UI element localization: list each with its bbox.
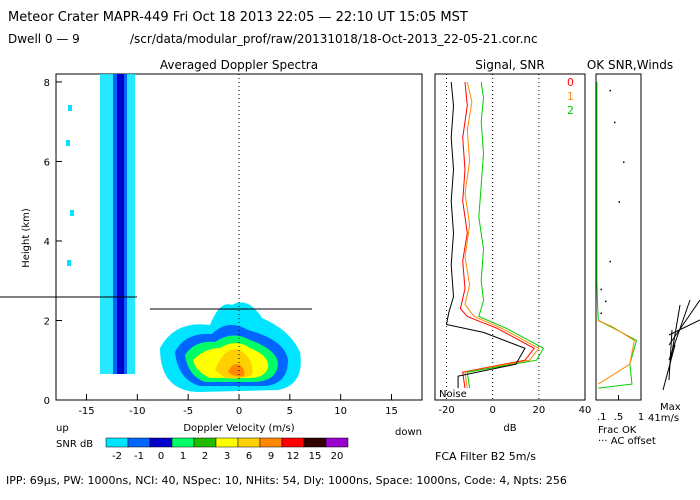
echo-layer-5 xyxy=(228,364,245,377)
snr-series-2 xyxy=(466,81,545,389)
spectra-xlabel: Doppler Velocity (m/s) xyxy=(183,423,294,434)
spectra-features xyxy=(66,74,301,392)
ac-offset-point xyxy=(623,161,625,163)
header-dwell: Dwell 0 — 9 xyxy=(8,32,80,46)
snr-tick-label: 0 xyxy=(490,405,496,416)
footer-params: IPP: 69μs, PW: 1000ns, NCI: 40, NSpec: 1… xyxy=(6,474,567,487)
colorbar-tick-label: -1 xyxy=(134,451,144,462)
x-tick-label: 15 xyxy=(385,406,398,417)
x-tick-label: 0 xyxy=(236,406,242,417)
colorbar-cell xyxy=(303,437,327,448)
ac-offset-point xyxy=(618,201,620,203)
colorbar-cell xyxy=(237,437,261,448)
y-tick-label: 6 xyxy=(44,157,50,168)
snr-title: Signal, SNR xyxy=(475,58,544,72)
snr-panel: Signal, SNR dB Noise 0 1 2 -20 0 20 40 xyxy=(434,58,591,434)
snr-ticks: -20 0 20 40 xyxy=(438,74,591,416)
ok-tick-label: .5 xyxy=(614,412,624,423)
ok-series xyxy=(596,82,638,389)
wind-max-label: 41m/s xyxy=(648,413,679,424)
colorbar-tick-label: 2 xyxy=(202,451,208,462)
colorbar-cell xyxy=(105,437,129,448)
ok-frame xyxy=(595,73,642,401)
ok-panel: OK SNR,Winds Frac OK ··· AC offset .1 .5… xyxy=(587,58,673,447)
wind-barb xyxy=(668,329,673,381)
snr-tick-label: 40 xyxy=(579,405,592,416)
ok-title: OK SNR,Winds xyxy=(587,58,673,72)
ok-series-1 xyxy=(597,320,635,385)
colorbar-tick-label: 20 xyxy=(331,451,344,462)
speck xyxy=(67,260,71,266)
fca-filter: FCA Filter B2 5m/s xyxy=(435,450,536,463)
y-tick-label: 2 xyxy=(44,316,50,327)
snr-tick-label: -20 xyxy=(438,405,454,416)
ok-ticks: .5 1 xyxy=(614,395,644,423)
noise-label: Noise xyxy=(439,389,467,400)
x-tick-label: 10 xyxy=(334,406,347,417)
colorbar-cell xyxy=(281,437,305,448)
spectra-down-label: down xyxy=(395,427,422,438)
colorbar-tick-label: 9 xyxy=(268,451,274,462)
speck xyxy=(70,210,74,216)
wind-barbs: Max 41m/s xyxy=(648,299,700,424)
spectra-panel: Averaged Doppler Spectra Height (km) Dop… xyxy=(0,58,423,438)
ac-offset-point xyxy=(600,312,602,315)
colorbar-cell xyxy=(149,437,173,448)
y-tick-label: 8 xyxy=(44,78,50,89)
wind-barb xyxy=(668,319,700,336)
x-tick-label: -10 xyxy=(129,406,145,417)
y-tick-label: 0 xyxy=(44,396,50,407)
colorbar-tick-label: 3 xyxy=(224,451,230,462)
ac-offset-point xyxy=(609,260,611,263)
spectra-up-label: up xyxy=(56,423,69,434)
speck xyxy=(68,105,72,111)
colorbar-tick-label: -2 xyxy=(112,451,122,462)
colorbar-cell xyxy=(325,437,349,448)
legend-0: 0 xyxy=(567,76,574,89)
wind-scale-label: Max xyxy=(660,402,681,413)
snr-frame xyxy=(434,73,586,401)
spectra-ticks: -15 -10 -5 0 5 10 15 0 2 4 6 8 xyxy=(44,78,398,417)
legend-2: 2 xyxy=(567,104,574,117)
ac-offset-point xyxy=(605,300,607,303)
spectra-ylabel: Height (km) xyxy=(21,208,32,268)
colorbar-tick-label: 12 xyxy=(287,451,300,462)
colorbar-cell xyxy=(259,437,283,448)
colorbar-tick-label: 1 xyxy=(180,451,186,462)
speck xyxy=(66,140,70,146)
x-tick-label: 5 xyxy=(287,406,293,417)
legend-1: 1 xyxy=(567,90,574,103)
colorbar-tick-label: 15 xyxy=(309,451,322,462)
x-tick-label: -15 xyxy=(78,406,94,417)
wind-barb xyxy=(662,344,676,391)
ac-offset-legend: ··· AC offset xyxy=(598,436,656,447)
ac-offset-point xyxy=(609,89,611,92)
snr-tick-label: 20 xyxy=(532,405,545,416)
colorbar-tick-label: 6 xyxy=(246,451,252,462)
ac-offset-point xyxy=(614,121,616,124)
ok-tick-extra: .1 xyxy=(597,412,607,423)
ac-offset-point xyxy=(600,288,602,291)
colorbar-cell xyxy=(215,437,239,448)
snr-xlabel: dB xyxy=(503,423,516,434)
snr-series-1 xyxy=(464,81,540,389)
snr-series-0 xyxy=(459,81,535,389)
colorbar-tick-label: 0 xyxy=(158,451,164,462)
clutter-core xyxy=(117,74,124,374)
ok-xlabel: Frac OK xyxy=(598,425,637,436)
header-path: /scr/data/modular_prof/raw/20131018/18-O… xyxy=(130,32,538,46)
colorbar-cell xyxy=(127,437,151,448)
ok-tick-label: 1 xyxy=(638,412,644,423)
y-tick-label: 4 xyxy=(44,237,50,248)
x-tick-label: -5 xyxy=(183,406,193,417)
header-title: Meteor Crater MAPR-449 Fri Oct 18 2013 2… xyxy=(8,10,468,25)
colorbar-label: SNR dB xyxy=(56,439,93,450)
snr-series xyxy=(445,81,545,389)
spectra-title: Averaged Doppler Spectra xyxy=(160,58,318,72)
colorbar: -2 -1 0 1 2 3 6 9 12 15 20 xyxy=(105,437,349,462)
snr-series-3 xyxy=(445,81,526,389)
colorbar-cell xyxy=(171,437,195,448)
colorbar-cell xyxy=(193,437,217,448)
